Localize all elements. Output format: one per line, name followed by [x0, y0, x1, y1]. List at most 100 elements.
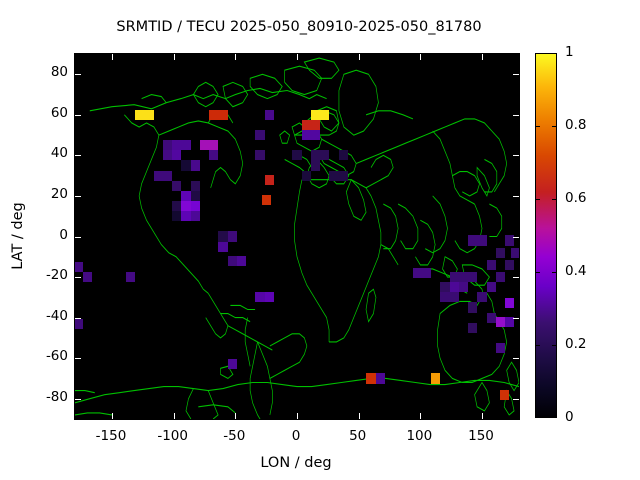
heatmap-cell	[181, 201, 191, 212]
colorbar-tick-label: 0	[565, 409, 574, 425]
colorbar-tick-mark	[552, 199, 557, 200]
heatmap-cell	[199, 140, 210, 151]
heatmap-cell	[366, 373, 376, 384]
heatmap-cell	[162, 170, 173, 181]
x-tick-label: -150	[95, 428, 127, 444]
colorbar-tick-label: 1	[565, 44, 574, 60]
colorbar-tick-mark	[552, 345, 557, 346]
heatmap-cell	[172, 150, 182, 161]
coastline-overlay	[75, 57, 519, 419]
heatmap-cell	[511, 247, 519, 258]
heatmap-cell	[440, 292, 450, 303]
heatmap-cell	[477, 235, 487, 246]
heatmap-cell	[190, 180, 200, 191]
colorbar-tick-mark	[535, 199, 540, 200]
y-tick-mark	[75, 317, 81, 319]
heatmap-cell	[458, 282, 469, 293]
heatmap-cell	[218, 241, 228, 252]
heatmap-cell	[486, 312, 496, 323]
y-tick-mark	[513, 317, 519, 319]
heatmap-cell	[310, 119, 321, 131]
heatmap-cell	[218, 109, 228, 120]
heatmap-cell	[82, 271, 92, 283]
colorbar-tick-mark	[552, 53, 557, 54]
heatmap-cell	[218, 231, 228, 242]
heatmap-cell	[190, 190, 200, 201]
colorbar-tick-label: 0.6	[565, 190, 587, 206]
heatmap-cell	[227, 359, 237, 370]
colorbar-tick-mark	[552, 272, 557, 273]
heatmap-cell	[255, 150, 265, 161]
y-tick-mark	[75, 236, 81, 238]
x-tick-label: -100	[157, 428, 188, 444]
heatmap-cell	[255, 292, 265, 303]
x-tick-mark	[235, 54, 237, 60]
colorbar-tick-mark	[535, 126, 540, 127]
heatmap-cell	[172, 201, 182, 212]
y-tick-mark	[75, 398, 81, 400]
heatmap-cell	[310, 130, 321, 141]
x-tick-mark	[173, 54, 175, 60]
heatmap-cell	[486, 282, 496, 293]
y-tick-label: -20	[45, 267, 68, 284]
heatmap-cell	[505, 235, 515, 246]
y-tick-mark	[75, 195, 81, 197]
heatmap-cell	[329, 170, 339, 181]
x-tick-label: 100	[406, 428, 433, 444]
heatmap-cell	[468, 302, 478, 313]
heatmap-cell	[495, 316, 506, 327]
heatmap-cell	[310, 160, 321, 171]
heatmap-cell	[338, 170, 348, 181]
y-tick-mark	[513, 358, 519, 360]
x-tick-mark	[297, 413, 298, 419]
map-plot-area[interactable]	[74, 53, 520, 420]
heatmap-cell	[449, 292, 459, 303]
colorbar-tick-mark	[535, 345, 540, 346]
heatmap-cell	[301, 130, 311, 141]
heatmap-cell	[236, 255, 247, 266]
heatmap-cell	[75, 318, 83, 329]
colorbar[interactable]: 0 0.2 0.4 0.6 0.8 1	[535, 44, 586, 425]
heatmap-cell	[264, 292, 274, 303]
heatmap-cell	[153, 170, 163, 181]
y-tick-mark	[513, 114, 519, 116]
heatmap-cell	[495, 342, 506, 354]
heatmap-cells	[75, 54, 519, 419]
heatmap-cell	[468, 235, 478, 246]
x-tick-mark	[112, 413, 113, 419]
heatmap-cell	[468, 271, 478, 283]
x-tick-mark	[482, 413, 483, 419]
x-tick-label: 50	[349, 428, 367, 444]
heatmap-cell	[135, 109, 145, 120]
heatmap-cell	[477, 292, 487, 303]
y-tick-mark	[513, 155, 519, 157]
heatmap-cell	[440, 282, 450, 293]
colorbar-gradient	[535, 53, 557, 418]
x-tick-mark	[112, 54, 113, 60]
heatmap-cell	[449, 282, 459, 293]
x-tick-mark	[358, 413, 360, 419]
y-tick-mark	[513, 277, 519, 279]
y-tick-mark	[513, 74, 519, 76]
heatmap-cell	[227, 255, 237, 266]
heatmap-cell	[499, 389, 509, 400]
heatmap-cell	[227, 231, 237, 242]
heatmap-cell	[458, 271, 469, 283]
heatmap-cell	[505, 316, 515, 327]
heatmap-cell	[172, 140, 182, 151]
heatmap-cell	[162, 140, 173, 151]
x-tick-mark	[482, 54, 483, 60]
y-axis-tick-labels: 80 60 40 20 0 -20 -40 -60 -80	[0, 0, 68, 480]
heatmap-cell	[375, 373, 385, 384]
y-tick-label: -60	[45, 348, 68, 365]
heatmap-cell	[292, 150, 302, 161]
heatmap-cell	[310, 109, 321, 120]
colorbar-tick-mark	[552, 126, 557, 127]
heatmap-cell	[431, 373, 441, 384]
heatmap-cell	[181, 211, 191, 222]
x-tick-label: -50	[223, 428, 246, 444]
heatmap-cell	[181, 140, 191, 151]
heatmap-cell	[255, 130, 265, 141]
y-tick-mark	[75, 358, 81, 360]
x-tick-mark	[358, 54, 360, 60]
